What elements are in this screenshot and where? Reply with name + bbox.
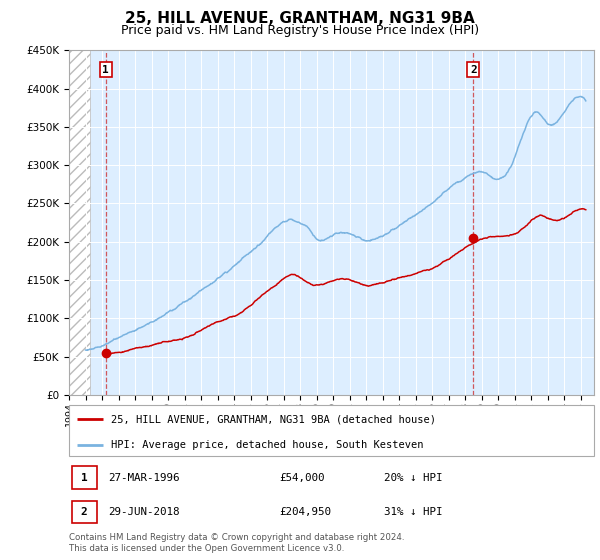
Text: 2: 2 [470, 64, 476, 74]
Text: 25, HILL AVENUE, GRANTHAM, NG31 9BA (detached house): 25, HILL AVENUE, GRANTHAM, NG31 9BA (det… [111, 414, 436, 424]
Text: £54,000: £54,000 [279, 473, 325, 483]
Text: 27-MAR-1996: 27-MAR-1996 [109, 473, 180, 483]
Text: Price paid vs. HM Land Registry's House Price Index (HPI): Price paid vs. HM Land Registry's House … [121, 24, 479, 36]
Text: 1: 1 [103, 64, 109, 74]
Text: £204,950: £204,950 [279, 507, 331, 517]
Text: 29-JUN-2018: 29-JUN-2018 [109, 507, 180, 517]
Text: 1: 1 [81, 473, 88, 483]
Text: 2: 2 [81, 507, 88, 517]
Text: 20% ↓ HPI: 20% ↓ HPI [384, 473, 443, 483]
Bar [71, 501, 97, 523]
Bar [71, 466, 97, 489]
Bar [69, 50, 91, 395]
Text: 31% ↓ HPI: 31% ↓ HPI [384, 507, 443, 517]
Text: Contains HM Land Registry data © Crown copyright and database right 2024.
This d: Contains HM Land Registry data © Crown c… [69, 533, 404, 553]
Text: HPI: Average price, detached house, South Kesteven: HPI: Average price, detached house, Sout… [111, 440, 424, 450]
Text: 25, HILL AVENUE, GRANTHAM, NG31 9BA: 25, HILL AVENUE, GRANTHAM, NG31 9BA [125, 11, 475, 26]
